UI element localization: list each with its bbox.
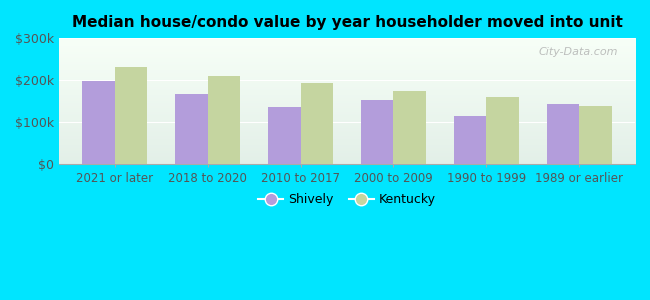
Bar bbox=[268, 107, 300, 164]
Bar bbox=[393, 91, 426, 164]
Bar bbox=[82, 81, 115, 164]
Bar bbox=[115, 67, 148, 164]
Bar bbox=[207, 76, 240, 164]
Bar bbox=[547, 104, 579, 164]
Bar bbox=[175, 94, 207, 164]
Bar bbox=[361, 100, 393, 164]
Bar bbox=[579, 106, 612, 164]
Title: Median house/condo value by year householder moved into unit: Median house/condo value by year househo… bbox=[72, 15, 623, 30]
Bar bbox=[486, 97, 519, 164]
Text: City-Data.com: City-Data.com bbox=[538, 47, 617, 57]
Legend: Shively, Kentucky: Shively, Kentucky bbox=[254, 188, 441, 211]
Bar bbox=[300, 83, 333, 164]
Bar bbox=[454, 116, 486, 164]
